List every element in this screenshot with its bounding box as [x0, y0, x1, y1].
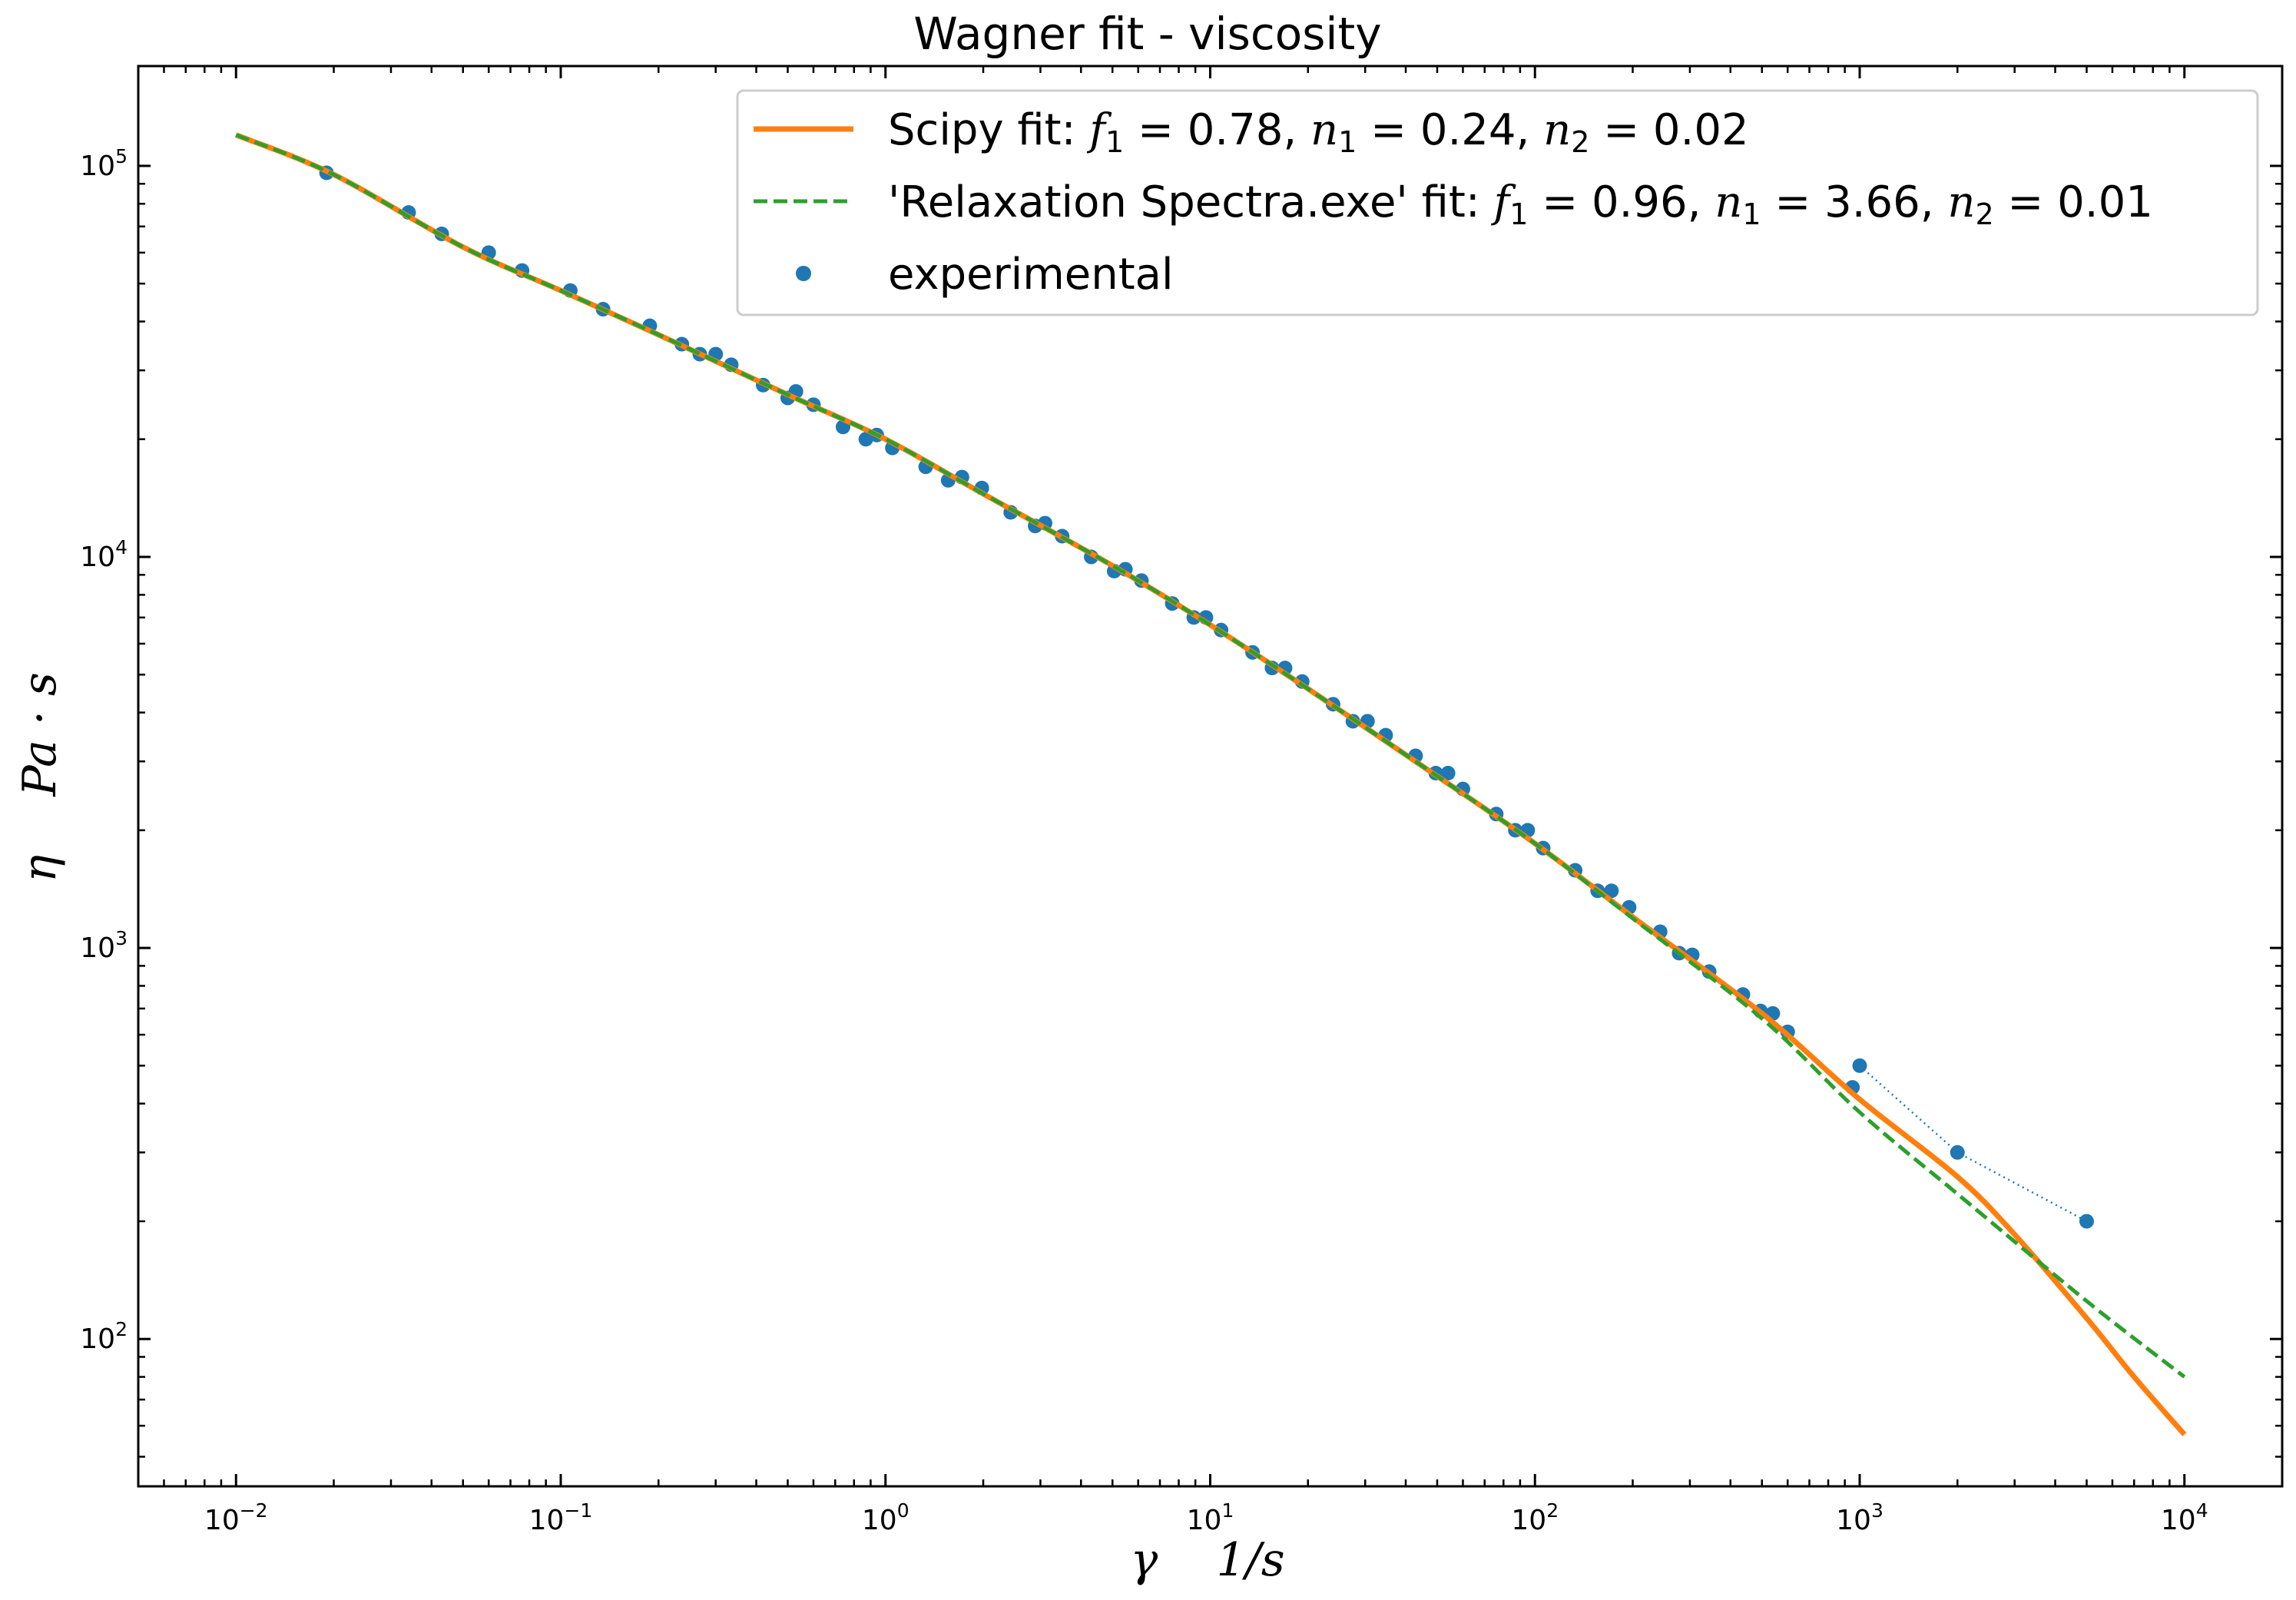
legend-n2-symbol: n — [1947, 177, 1975, 227]
y-axis-label: η Pa · s — [13, 672, 67, 883]
legend-n1-symbol: n — [1715, 177, 1742, 227]
legend-sep: , — [1516, 105, 1544, 155]
legend-eq: = — [1589, 105, 1653, 155]
legend: Scipy fit: f1 = 0.78, n1 = 0.24, n2 = 0.… — [736, 89, 2259, 316]
legend-n2-value-relaxation: 0.01 — [2057, 177, 2153, 227]
legend-n2-sub: 2 — [1975, 197, 1993, 231]
legend-n2-sub: 2 — [1571, 125, 1589, 159]
experimental-connector-line — [1859, 1065, 2088, 1223]
legend-sep: , — [1920, 177, 1948, 227]
legend-label-relaxation-fit: 'Relaxation Spectra.exe' fit: f1 = 0.96,… — [888, 177, 2153, 231]
legend-n2-value-scipy: 0.02 — [1653, 105, 1749, 155]
legend-eq: = — [1528, 177, 1592, 227]
x-tick-label: 10−1 — [529, 1499, 593, 1536]
legend-label-scipy-fit: Scipy fit: f1 = 0.78, n1 = 0.24, n2 = 0.… — [888, 105, 1749, 159]
legend-f1-sub: 1 — [1509, 197, 1528, 231]
experimental-point — [2079, 1214, 2094, 1229]
x-tick-label: 103 — [1836, 1499, 1884, 1536]
x-axis-label: γ 1/s — [1130, 1533, 1284, 1587]
y-tick-label: 103 — [80, 927, 128, 964]
x-tick-label: 104 — [2161, 1499, 2208, 1536]
legend-eq: = — [1761, 177, 1825, 227]
legend-eq: = — [1994, 177, 2058, 227]
legend-n2-symbol: n — [1543, 105, 1571, 155]
legend-n1-sub: 1 — [1742, 197, 1761, 231]
legend-f1-value-scipy: 0.78 — [1188, 105, 1284, 155]
legend-f1-value-relaxation: 0.96 — [1592, 177, 1688, 227]
legend-sep: , — [1283, 105, 1310, 155]
legend-n1-sub: 1 — [1338, 125, 1357, 159]
y-tick-label: 102 — [80, 1318, 128, 1355]
legend-eq: = — [1124, 105, 1188, 155]
y-tick-label: 104 — [80, 536, 128, 573]
experimental-point — [1950, 1145, 1965, 1160]
x-tick-label: 101 — [1187, 1499, 1234, 1536]
experimental-point — [1852, 1058, 1867, 1073]
x-tick-label: 102 — [1511, 1499, 1559, 1536]
legend-marker-experimental — [796, 266, 811, 281]
legend-n1-value-relaxation: 3.66 — [1824, 177, 1920, 227]
legend-box — [736, 89, 2259, 316]
y-tick-label: 105 — [80, 145, 128, 182]
legend-eq: = — [1357, 105, 1420, 155]
legend-prefix-relaxation: 'Relaxation Spectra.exe' fit: — [888, 177, 1494, 227]
legend-f1-sub: 1 — [1105, 125, 1124, 159]
series-line-relaxation-fit — [235, 133, 2186, 1379]
plot-area — [234, 132, 2187, 1436]
chart-title: Wagner fit - viscosity — [913, 8, 1381, 60]
x-tick-label: 10−2 — [204, 1499, 268, 1536]
experimental-point — [1604, 883, 1619, 899]
legend-sep: , — [1688, 177, 1715, 227]
legend-label-experimental: experimental — [888, 250, 1174, 300]
legend-prefix-scipy: Scipy fit: — [888, 105, 1089, 155]
x-tick-label: 100 — [862, 1499, 909, 1536]
legend-n1-symbol: n — [1310, 105, 1338, 155]
axis-ticks: 10−2 10−1 100 101 102 103 104 102 103 104 105 — [80, 66, 2284, 1536]
legend-n1-value-scipy: 0.24 — [1420, 105, 1516, 155]
experimental-point — [1440, 765, 1456, 780]
